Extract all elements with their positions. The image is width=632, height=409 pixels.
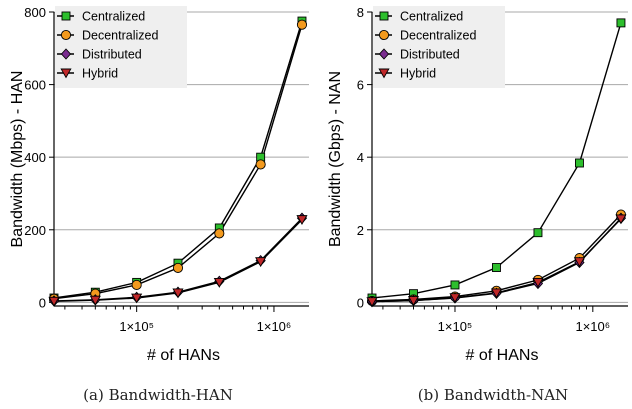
chart-panel-a: 0 200 400 600 800 1×10⁵ 1×10⁶ Centralized Decent… bbox=[9, 5, 309, 404]
y-tick-label-b-3: 6 bbox=[357, 78, 364, 93]
point-b-0-6 bbox=[616, 18, 626, 28]
legend-label-b-0: Centralized bbox=[400, 10, 463, 24]
y-tick-label-a-4: 800 bbox=[24, 5, 46, 20]
point-a-1-4 bbox=[214, 228, 225, 239]
point-b-3-2 bbox=[449, 293, 461, 304]
legend-box-b bbox=[373, 6, 505, 88]
point-a-1-5 bbox=[255, 159, 266, 170]
legend-marker-a-1 bbox=[60, 29, 72, 41]
legend-label-b-1: Decentralized bbox=[400, 29, 476, 43]
point-a-3-6 bbox=[296, 215, 308, 226]
point-b-0-2 bbox=[450, 280, 460, 290]
legend-label-a-3: Hybrid bbox=[82, 67, 118, 81]
legend-marker-b-1 bbox=[378, 29, 390, 41]
legend-a: Centralized Decentralized Distributed Hybri… bbox=[55, 6, 187, 88]
point-b-3-1 bbox=[407, 296, 420, 306]
y-tick-label-b-0: 0 bbox=[357, 295, 364, 310]
y-tick-label-a-1: 200 bbox=[24, 223, 46, 238]
legend-box-a bbox=[55, 6, 187, 88]
point-b-3-5 bbox=[573, 257, 586, 268]
point-b-0-3 bbox=[492, 263, 501, 272]
point-b-3-4 bbox=[532, 277, 544, 288]
point-a-3-0 bbox=[48, 296, 60, 307]
legend-marker-b-0 bbox=[379, 11, 389, 21]
x-tick-label-a-1: 1×10⁶ bbox=[257, 319, 292, 334]
point-a-3-4 bbox=[213, 277, 225, 288]
x-axis-label-a: # of HANs bbox=[147, 347, 220, 364]
y-tick-label-b-1: 2 bbox=[357, 223, 364, 238]
point-b-0-4 bbox=[533, 228, 543, 238]
caption-b: (b) Bandwidth-NAN bbox=[418, 386, 568, 404]
y-axis-label-b: Bandwidth (Gbps) - NAN bbox=[327, 71, 344, 247]
x-tick-label-a-0: 1×10⁵ bbox=[119, 319, 154, 334]
chart-panel-b: 0 2 4 6 8 1×10⁵ 1×10⁶ Centralized Decentralized D… bbox=[327, 5, 628, 404]
legend-marker-a-0 bbox=[61, 11, 71, 21]
legend-label-b-2: Distributed bbox=[400, 48, 460, 62]
caption-a: (a) Bandwidth-HAN bbox=[83, 386, 233, 404]
legend-b: Centralized Decentralized Distributed Hybri… bbox=[373, 6, 505, 88]
point-a-3-1 bbox=[89, 295, 101, 306]
legend-marker-b-3 bbox=[378, 68, 390, 79]
y-tick-label-b-4: 8 bbox=[357, 5, 364, 20]
point-a-1-3 bbox=[172, 262, 184, 273]
x-axis-label-b: # of HANs bbox=[466, 347, 539, 364]
point-b-3-6 bbox=[615, 214, 627, 225]
legend-marker-b-2 bbox=[378, 48, 390, 60]
y-tick-label-a-2: 400 bbox=[24, 150, 46, 165]
legend-label-a-0: Centralized bbox=[82, 10, 145, 24]
point-a-3-2 bbox=[131, 293, 143, 304]
legend-label-b-3: Hybrid bbox=[400, 67, 436, 81]
point-a-3-3 bbox=[172, 288, 184, 299]
y-axis-label-a: Bandwidth (Mbps) - HAN bbox=[9, 71, 26, 248]
point-a-1-2 bbox=[131, 279, 142, 290]
point-a-1-6 bbox=[296, 19, 308, 30]
point-b-0-5 bbox=[575, 158, 584, 168]
legend-marker-a-2 bbox=[60, 48, 72, 60]
legend-marker-a-3 bbox=[60, 68, 72, 79]
y-tick-label-b-2: 4 bbox=[357, 150, 364, 165]
point-a-3-5 bbox=[255, 257, 267, 268]
point-b-3-3 bbox=[490, 288, 503, 299]
x-tick-label-b-1: 1×10⁶ bbox=[575, 319, 610, 334]
legend-label-a-1: Decentralized bbox=[82, 29, 158, 43]
y-tick-label-a-0: 0 bbox=[39, 295, 46, 310]
legend-label-a-2: Distributed bbox=[82, 48, 142, 62]
x-tick-label-b-0: 1×10⁵ bbox=[438, 319, 473, 334]
y-tick-label-a-3: 600 bbox=[24, 78, 46, 93]
point-b-3-0 bbox=[366, 297, 378, 308]
